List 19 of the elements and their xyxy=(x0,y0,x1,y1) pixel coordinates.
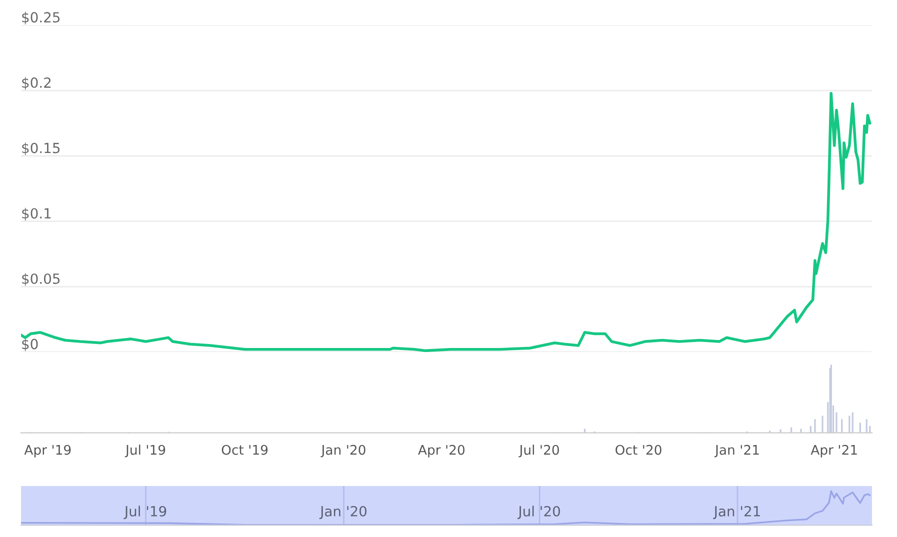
y-tick-label: $0 xyxy=(22,338,38,352)
y-tick-label: $0.25 xyxy=(22,12,60,24)
x-tick-label: Apr '21 xyxy=(810,444,857,458)
y-tick-label: $0.05 xyxy=(22,273,60,286)
x-tick-label: Jul '19 xyxy=(124,506,166,520)
x-tick-label: Jul '19 xyxy=(124,444,166,458)
x-tick-label: Oct '19 xyxy=(222,444,268,455)
y-tick-label: $0.1 xyxy=(22,208,51,220)
x-tick-label: Oct '20 xyxy=(616,444,662,455)
x-tick-label: Jan '20 xyxy=(319,506,366,520)
y-tick-label: $0.2 xyxy=(22,77,51,90)
x-tick-label: Jan '21 xyxy=(713,506,760,520)
x-tick-label: Jan '20 xyxy=(320,444,366,458)
x-tick-label: Jan '21 xyxy=(714,444,759,458)
x-tick-label: Jul '20 xyxy=(518,444,559,458)
x-tick-label: Apr '20 xyxy=(418,444,464,458)
x-tick-label: Jul '20 xyxy=(518,506,560,520)
x-tick-label: Apr '19 xyxy=(24,444,71,458)
y-tick-label: $0.15 xyxy=(22,142,60,156)
